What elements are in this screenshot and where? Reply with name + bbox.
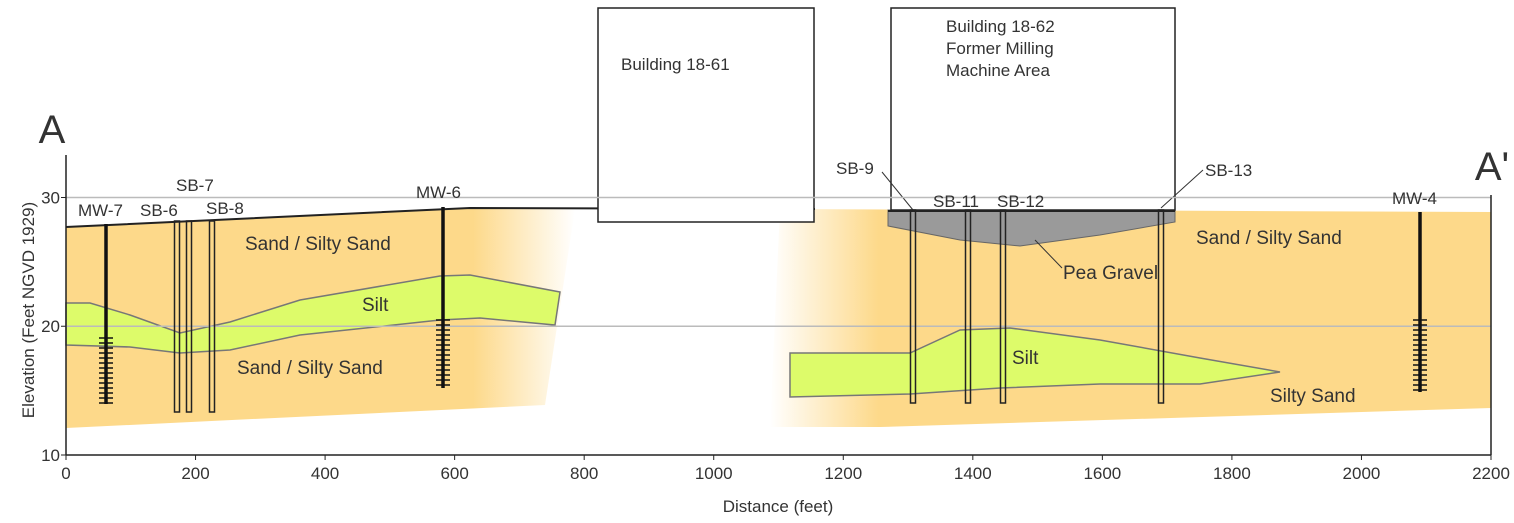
- well-label: SB-6: [140, 201, 178, 220]
- building: [598, 8, 814, 222]
- x-axis-title: Distance (feet): [723, 497, 834, 516]
- layer-label: Silt: [362, 295, 389, 316]
- x-tick-label: 600: [440, 464, 468, 483]
- building-label: Building 18-61: [621, 55, 730, 74]
- building-label: Building 18-62: [946, 17, 1055, 36]
- y-tick-label: 30: [41, 188, 60, 207]
- well-label: SB-8: [206, 199, 244, 218]
- x-tick-label: 2200: [1472, 464, 1510, 483]
- x-tick-label: 1600: [1083, 464, 1121, 483]
- leader: [882, 172, 913, 210]
- y-tick-label: 10: [41, 446, 60, 465]
- layer-label: Sand / Silty Sand: [1196, 228, 1342, 249]
- x-tick-label: 1400: [954, 464, 992, 483]
- well-label: SB-12: [997, 192, 1044, 211]
- well-label: SB-9: [836, 159, 874, 178]
- x-tick-label: 1200: [824, 464, 862, 483]
- x-tick-label: 1800: [1213, 464, 1251, 483]
- x-tick-label: 2000: [1343, 464, 1381, 483]
- well-label: SB-13: [1205, 161, 1252, 180]
- layer-label: Sand / Silty Sand: [245, 234, 391, 255]
- cross-section: 10 20 30 0 200 400 600 800 1000 1200 1400 1600 1800 2…: [0, 0, 1514, 523]
- layer-label: Pea Gravel: [1063, 263, 1158, 284]
- x-tick-label: 0: [61, 464, 70, 483]
- section-label: A: [39, 108, 66, 152]
- well-label: SB-7: [176, 176, 214, 195]
- layer-label: Silty Sand: [1270, 386, 1356, 407]
- well-label: SB-11: [933, 192, 979, 211]
- section-label: A': [1475, 145, 1509, 189]
- well-label: MW-7: [78, 201, 123, 220]
- y-tick-label: 20: [41, 317, 60, 336]
- building-label: Former Milling: [946, 39, 1054, 58]
- x-tick-label: 400: [311, 464, 339, 483]
- leader: [1161, 170, 1203, 208]
- building-label: Machine Area: [946, 61, 1050, 80]
- well-label: MW-4: [1392, 189, 1437, 208]
- y-axis-title: Elevation (Feet NGVD 1929): [19, 202, 38, 418]
- x-tick-label: 1000: [695, 464, 733, 483]
- x-tick-label: 800: [570, 464, 598, 483]
- well-label: MW-6: [416, 183, 461, 202]
- x-tick-label: 200: [181, 464, 209, 483]
- layer-label: Silt: [1012, 348, 1039, 369]
- layer-label: Sand / Silty Sand: [237, 358, 383, 379]
